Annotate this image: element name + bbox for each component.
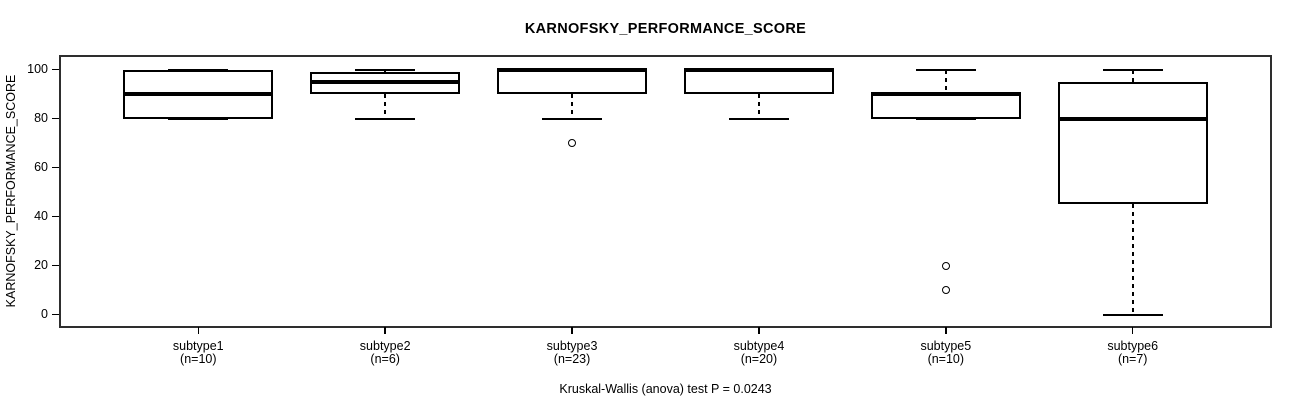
y-tick-label: 0 — [41, 307, 48, 321]
x-group-label: subtype6 — [1107, 339, 1159, 353]
y-tick-mark — [52, 313, 59, 316]
x-tick-mark — [945, 327, 947, 334]
x-group-label: subtype5 — [920, 339, 972, 353]
x-group-label: subtype1 — [172, 339, 224, 353]
median-line — [123, 92, 274, 97]
x-tick-mark — [1131, 327, 1134, 334]
outlier-point — [941, 261, 950, 270]
outlier-point — [568, 139, 577, 148]
x-group-count-label: (n=23) — [553, 352, 591, 366]
y-tick-label: 20 — [34, 258, 48, 273]
x-group-label: subtype2 — [359, 339, 411, 353]
x-group-count-label: (n=10) — [180, 352, 217, 366]
x-tick-mark — [571, 327, 573, 334]
lower-whisker — [384, 94, 387, 119]
plot-area: 0 20 40 60 80 100 subtype1 (n=10) subtype2 (n=6) s… — [27, 55, 1272, 366]
y-tick-label: 60 — [34, 160, 48, 175]
lower-whisker-cap — [355, 117, 416, 120]
lower-whisker — [1131, 204, 1134, 315]
lower-whisker-cap — [542, 117, 603, 120]
lower-whisker — [757, 94, 760, 119]
upper-whisker-cap — [355, 68, 416, 71]
box — [1057, 81, 1208, 205]
x-group-count-label: (n=20) — [740, 352, 778, 366]
median-line — [310, 79, 461, 84]
x-tick-mark — [197, 327, 200, 334]
x-group-label: subtype3 — [546, 339, 598, 353]
plot-frame-left — [59, 55, 61, 328]
x-tick-mark — [384, 327, 386, 334]
upper-whisker-cap — [915, 68, 976, 71]
x-group-count-label: (n=10) — [927, 352, 965, 366]
upper-whisker — [944, 69, 947, 95]
upper-whisker-cap — [542, 68, 603, 71]
box — [497, 69, 648, 95]
y-tick-label: 40 — [34, 209, 48, 224]
y-tick-mark — [52, 117, 59, 120]
upper-whisker — [384, 69, 387, 73]
median-line — [1057, 116, 1208, 121]
lower-whisker-cap — [1102, 313, 1163, 316]
y-tick-mark — [52, 215, 59, 218]
chart-title: KARNOFSKY_PERFORMANCE_SCORE — [524, 21, 807, 37]
plot-frame-bottom — [59, 326, 1272, 328]
lower-whisker — [571, 94, 574, 119]
y-tick-mark — [52, 68, 59, 71]
x-group-label: subtype4 — [733, 339, 785, 353]
box — [683, 69, 834, 95]
stat-test-caption: Kruskal-Wallis (anova) test P = 0.0243 — [559, 382, 772, 396]
upper-whisker — [1131, 69, 1134, 82]
lower-whisker-cap — [915, 117, 976, 120]
lower-whisker-cap — [728, 117, 789, 120]
outlier-point — [941, 286, 950, 295]
median-line — [870, 92, 1021, 97]
lower-whisker-cap — [168, 117, 229, 120]
box — [870, 94, 1021, 119]
y-tick-label: 80 — [34, 111, 48, 126]
plot-frame-top — [59, 55, 1272, 57]
y-tick-mark — [52, 264, 59, 267]
upper-whisker-cap — [1102, 68, 1163, 71]
x-group-count-label: (n=7) — [1117, 352, 1148, 366]
y-tick-mark — [52, 166, 59, 169]
upper-whisker-cap — [728, 68, 789, 71]
x-tick-mark — [758, 327, 760, 334]
upper-whisker-cap — [168, 68, 229, 71]
plot-frame-right — [1270, 55, 1272, 328]
x-group-count-label: (n=6) — [370, 352, 400, 366]
y-tick-label: 100 — [27, 62, 48, 77]
